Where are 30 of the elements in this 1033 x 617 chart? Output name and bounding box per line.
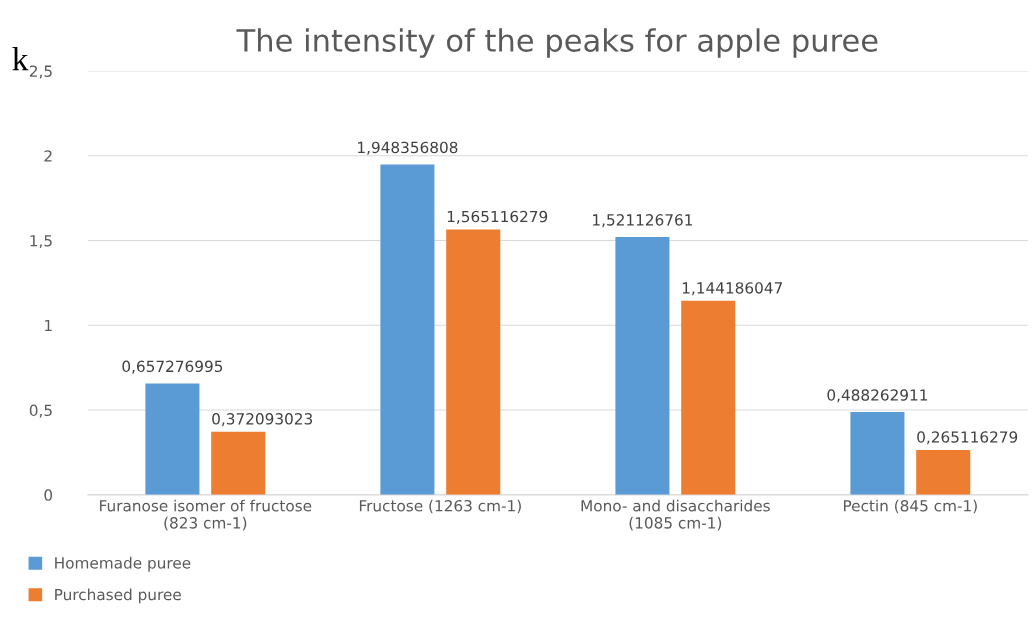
data-label: 0,657276995	[122, 360, 223, 374]
data-label: 0,488262911	[827, 389, 928, 403]
data-label: 0,372093023	[212, 413, 313, 427]
data-label: 1,521126761	[593, 214, 693, 228]
bar	[850, 412, 905, 495]
y-tick-label: 1	[45, 319, 52, 332]
data-label: 1,948356808	[358, 141, 458, 155]
legend-label: Purchased puree	[55, 588, 181, 604]
data-label: 0,265116279	[917, 431, 1018, 445]
bar	[916, 449, 971, 495]
x-tick-label: Mono- and disaccharides (1085 cm-1)	[581, 499, 770, 531]
x-tick-label: Fructose (1263 cm-1)	[359, 499, 521, 514]
data-label: 1,565116279	[447, 210, 548, 224]
y-axis-title: k	[12, 47, 29, 71]
x-tick-label: Pectin (845 cm-1)	[843, 499, 977, 514]
bar	[211, 431, 266, 495]
bar	[380, 164, 435, 495]
y-tick-label: 0	[44, 489, 53, 501]
bar	[681, 300, 736, 495]
bar	[145, 383, 200, 495]
data-label: 1,144186047	[682, 282, 782, 296]
bar	[615, 236, 670, 495]
chart-title: The intensity of the peaks for apple puree	[236, 28, 878, 58]
y-tick-label: 0,5	[29, 404, 52, 418]
y-tick-label: 2	[44, 150, 52, 162]
y-tick-label: 2,5	[29, 65, 52, 79]
bar	[446, 229, 501, 495]
legend-label: Homemade puree	[55, 556, 191, 572]
x-tick-label: Furanose isomer of fructose (823 cm-1)	[100, 499, 312, 531]
y-tick-label: 1,5	[30, 235, 52, 249]
